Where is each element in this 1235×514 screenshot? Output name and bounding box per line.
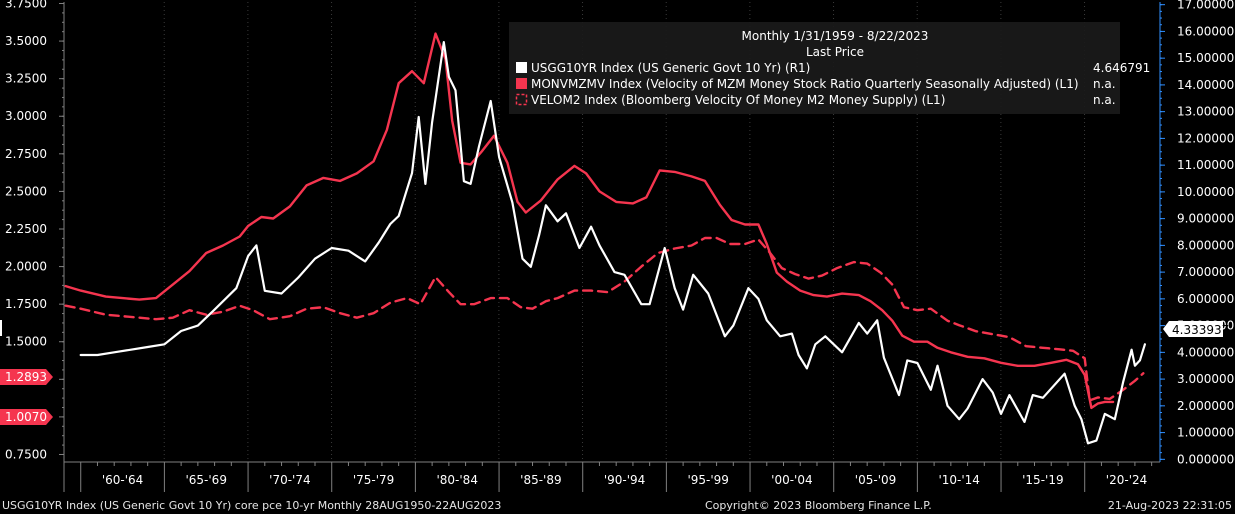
series-layer [64, 32, 1146, 445]
series-line-velom2 [64, 236, 1145, 402]
x-tick-label: '65-'69 [185, 473, 226, 487]
right-tick-label: 12.000000 [1177, 131, 1235, 145]
left-tick-label: 3.2500 [5, 72, 47, 86]
left-tick-label: 1.5000 [5, 335, 47, 349]
x-tick-label: '15-'19 [1022, 473, 1063, 487]
legend: Monthly 1/31/1959 - 8/22/2023 Last Price… [509, 22, 1150, 114]
legend-swatch-monvmzmv [516, 78, 527, 89]
marker-monvmzmv-last-label: 1.2893 [5, 370, 47, 384]
right-tick-label: 8.000000 [1177, 238, 1234, 252]
right-tick-label: 4.000000 [1177, 345, 1234, 359]
right-tick-label: 10.000000 [1177, 185, 1235, 199]
left-tick-label: 0.7500 [5, 447, 47, 461]
x-tick-label: '90-'94 [604, 473, 645, 487]
left-tick-label: 2.2500 [5, 222, 47, 236]
right-tick-label: 17.000000 [1177, 0, 1235, 12]
legend-subtitle: Last Price [806, 45, 864, 59]
marker-velom2-last [0, 409, 53, 425]
left-axis: 0.75001.00001.25001.50001.75002.00002.25… [5, 0, 65, 462]
right-tick-label: 11.000000 [1177, 158, 1235, 172]
footer-timestamp: 21-Aug-2023 22:31:05 [1107, 499, 1232, 512]
right-tick-label: 9.000000 [1177, 212, 1234, 226]
left-tick-label: 3.0000 [5, 109, 47, 123]
legend-label-monvmzmv: MONVMZMV Index (Velocity of MZM Money St… [531, 77, 1079, 91]
left-tick-label: 2.0000 [5, 260, 47, 274]
x-tick-label: '60-'64 [102, 473, 143, 487]
left-tick-label: 2.7500 [5, 147, 47, 161]
x-tick-label: '70-'74 [269, 473, 310, 487]
marker-velom2-last-label: 1.0070 [5, 410, 47, 424]
right-tick-label: 13.000000 [1177, 105, 1235, 119]
legend-background [509, 22, 1120, 114]
marker-usgg-last-label: 4.333937 [1172, 323, 1229, 337]
legend-swatch-velom2 [515, 93, 528, 106]
left-axis-cursor-mark [0, 320, 2, 336]
left-tick-label: 3.5000 [5, 34, 47, 48]
right-tick-label: 6.000000 [1177, 292, 1234, 306]
x-tick-label: '20-'24 [1106, 473, 1147, 487]
right-tick-label: 14.000000 [1177, 78, 1235, 92]
legend-swatch-usgg10yr [516, 62, 527, 73]
right-tick-label: 2.000000 [1177, 399, 1234, 413]
legend-value-usgg10yr: 4.646791 [1093, 61, 1150, 75]
legend-label-usgg10yr: USGG10YR Index (US Generic Govt 10 Yr) (… [531, 61, 810, 75]
x-tick-label: '05-'09 [855, 473, 896, 487]
legend-label-velom2: VELOM2 Index (Bloomberg Velocity Of Mone… [531, 93, 945, 107]
left-tick-label: 3.7500 [5, 0, 47, 11]
right-tick-label: 16.000000 [1177, 24, 1235, 38]
left-tick-label: 1.7500 [5, 297, 47, 311]
legend-range: Monthly 1/31/1959 - 8/22/2023 [742, 29, 929, 43]
legend-value-monvmzmv: n.a. [1093, 77, 1116, 91]
series-line-usgg10yr [79, 41, 1146, 445]
x-tick-label: '95-'99 [687, 473, 728, 487]
x-tick-label: '80-'84 [436, 473, 477, 487]
footer-copyright: Copyright© 2023 Bloomberg Finance L.P. [705, 499, 932, 512]
right-tick-label: 1.000000 [1177, 426, 1234, 440]
x-tick-label: '10-'14 [938, 473, 979, 487]
x-tick-label: '85-'89 [520, 473, 561, 487]
left-tick-label: 2.5000 [5, 184, 47, 198]
x-axis: '60-'64 '65-'69 '70-'74 '75-'79 '80-'84 '85-'… [63, 461, 1160, 492]
x-tick-label: '00-'04 [771, 473, 812, 487]
footer-security-description: USGG10YR Index (US Generic Govt 10 Yr) c… [2, 499, 502, 512]
value-markers: 4.333937 1.2893 1.0070 [0, 320, 1229, 425]
marker-usgg-last [1163, 321, 1223, 337]
right-tick-label: 0.000000 [1177, 452, 1234, 466]
marker-monvmzmv-last [0, 369, 53, 385]
series-line-monvmzmv [64, 32, 1115, 410]
x-tick-label: '75-'79 [353, 473, 394, 487]
right-tick-label: 3.000000 [1177, 372, 1234, 386]
right-tick-label: 7.000000 [1177, 265, 1234, 279]
legend-value-velom2: n.a. [1093, 93, 1116, 107]
right-tick-label: 15.000000 [1177, 51, 1235, 65]
right-axis: 0.000000 1.000000 2.000000 3.000000 4.000000… [1159, 0, 1235, 466]
